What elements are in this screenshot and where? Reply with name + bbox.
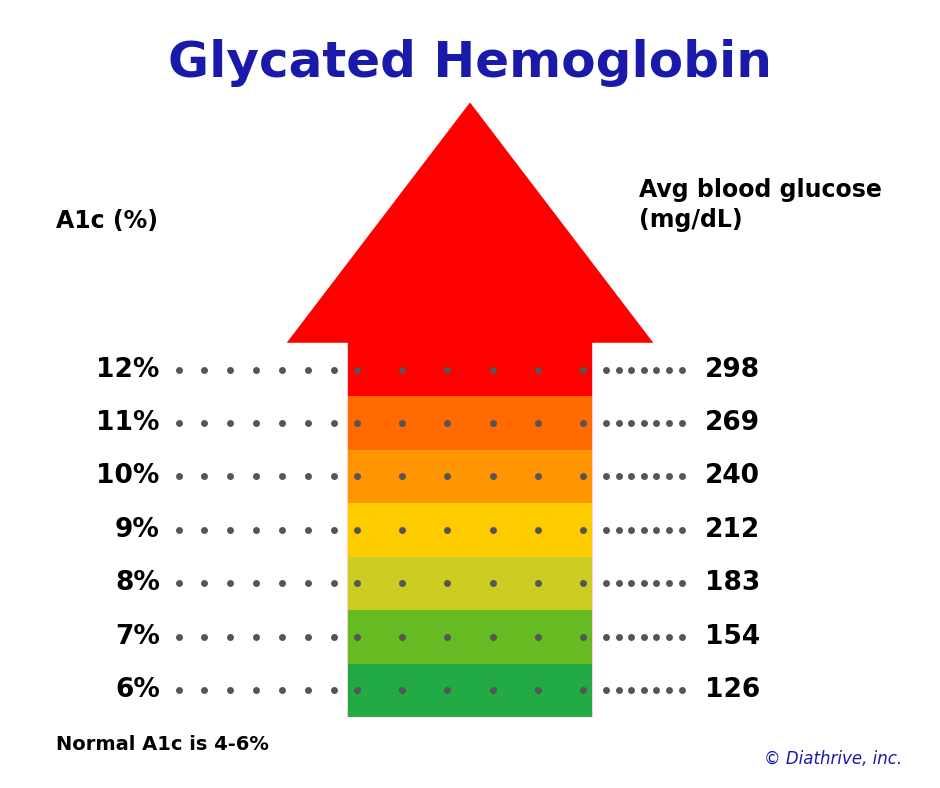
Text: 7%: 7% [115,624,160,650]
Text: © Diathrive, inc.: © Diathrive, inc. [764,750,902,768]
Bar [348,450,592,504]
Text: 240: 240 [705,463,760,489]
Text: 298: 298 [705,356,760,382]
Text: 269: 269 [705,410,760,436]
Text: 6%: 6% [115,678,160,704]
Bar [348,504,592,556]
Text: 154: 154 [705,624,760,650]
Bar [348,610,592,663]
Bar [348,396,592,450]
Bar [348,343,592,396]
Text: A1c (%): A1c (%) [56,209,159,232]
Text: 126: 126 [705,678,760,704]
Bar [348,556,592,610]
Text: Glycated Hemoglobin: Glycated Hemoglobin [168,39,772,87]
Bar [348,663,592,717]
Text: Normal A1c is 4-6%: Normal A1c is 4-6% [56,735,269,754]
Text: 9%: 9% [115,517,160,543]
Polygon shape [287,102,653,717]
Text: 212: 212 [705,517,760,543]
Text: 10%: 10% [97,463,160,489]
Text: 11%: 11% [96,410,160,436]
Text: Avg blood glucose
(mg/dL): Avg blood glucose (mg/dL) [639,178,882,232]
Text: 8%: 8% [115,571,160,597]
Text: 12%: 12% [97,356,160,382]
Text: 183: 183 [705,571,760,597]
